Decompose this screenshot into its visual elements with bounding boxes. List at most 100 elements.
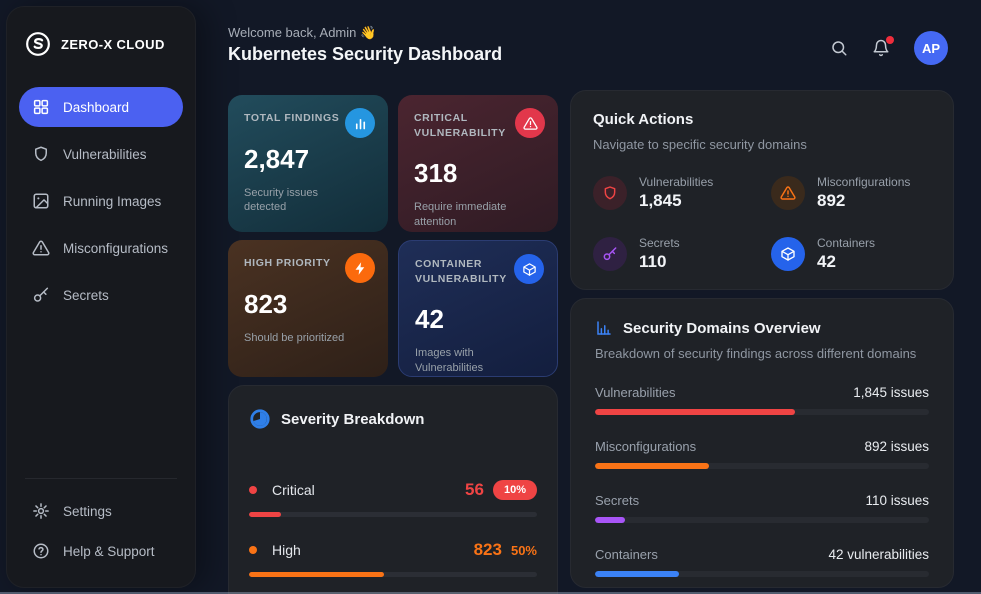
- domain-label: Secrets: [595, 493, 640, 508]
- brand-logo-icon: [25, 31, 51, 57]
- stat-card-high-priority: HIGH PRIORITY 823 Should be prioritized: [228, 240, 388, 377]
- domain-row-misconfigurations: Misconfigurations 892 issues: [595, 439, 929, 469]
- quick-action-label: Containers: [817, 236, 876, 250]
- stat-card-subtitle: Should be prioritized: [244, 331, 345, 344]
- domain-label: Vulnerabilities: [595, 385, 676, 400]
- severity-bar: [249, 512, 537, 517]
- sidebar-item-label: Running Images: [63, 193, 162, 209]
- stat-card-label: TOTAL FINDINGS: [244, 112, 340, 124]
- quick-actions-panel: Quick Actions Navigate to specific secur…: [570, 90, 954, 290]
- panel-title: Quick Actions: [593, 111, 694, 128]
- domain-bar: [595, 571, 929, 577]
- stat-card-label: HIGH PRIORITY: [244, 257, 331, 269]
- bell-icon[interactable]: [872, 36, 894, 57]
- severity-row-high: High 823 50%: [249, 540, 537, 577]
- sidebar-item-label: Secrets: [63, 287, 109, 303]
- domain-bar-fill: [595, 571, 679, 577]
- quick-action-misconfigurations[interactable]: Misconfigurations 892: [771, 175, 931, 211]
- stat-card-value: 318: [414, 158, 458, 189]
- gear-icon: [32, 502, 50, 520]
- sidebar-item-label: Settings: [63, 503, 112, 519]
- stat-card-value: 42: [415, 304, 444, 335]
- brand-logo: ZERO-X CLOUD: [7, 7, 195, 87]
- domain-row-containers: Containers 42 vulnerabilities: [595, 547, 929, 577]
- quick-actions-grid: Vulnerabilities 1,845 Misconfigurations …: [593, 175, 931, 272]
- severity-dot: [249, 546, 257, 554]
- quick-action-value: 42: [817, 252, 836, 271]
- severity-breakdown-panel: Severity Breakdown Critical 56 10% High: [228, 385, 558, 594]
- sidebar: ZERO-X CLOUD Dashboard Vulnerabil: [6, 6, 196, 588]
- container-icon: [514, 254, 544, 284]
- bar-chart-icon: [345, 108, 375, 138]
- key-icon: [593, 237, 627, 271]
- sidebar-item-label: Vulnerabilities: [63, 146, 147, 162]
- quick-action-secrets[interactable]: Secrets 110: [593, 236, 753, 272]
- quick-action-label: Misconfigurations: [817, 175, 911, 189]
- sidebar-item-settings[interactable]: Settings: [19, 491, 183, 531]
- domain-bar: [595, 409, 929, 415]
- domain-value: 42 vulnerabilities: [828, 547, 929, 562]
- panel-subtitle: Breakdown of security findings across di…: [595, 346, 917, 361]
- domain-row-vulnerabilities: Vulnerabilities 1,845 issues: [595, 385, 929, 415]
- stat-card-subtitle: Require immediate attention: [414, 201, 507, 228]
- sidebar-item-label: Help & Support: [63, 543, 155, 559]
- stat-card-subtitle: Images with Vulnerabilities: [415, 347, 484, 374]
- stat-card-critical-vulnerability: CRITICAL VULNERABILITY 318 Require immed…: [398, 95, 558, 232]
- stat-card-value: 2,847: [244, 143, 310, 174]
- screen-bottom-edge: [0, 592, 981, 594]
- panel-subtitle: Navigate to specific security domains: [593, 137, 807, 152]
- severity-percent-badge: 10%: [492, 480, 537, 500]
- quick-action-label: Vulnerabilities: [639, 175, 714, 189]
- stat-card-label: CONTAINER VULNERABILITY: [415, 258, 507, 285]
- domain-label: Containers: [595, 547, 658, 562]
- severity-label: Critical: [272, 482, 315, 498]
- shield-icon: [593, 176, 627, 210]
- shield-icon: [32, 145, 50, 163]
- severity-percent: 50%: [510, 542, 537, 558]
- sidebar-item-misconfigurations[interactable]: Misconfigurations: [19, 228, 183, 268]
- severity-rows: Critical 56 10% High 823 50%: [249, 480, 537, 594]
- pie-chart-icon: [249, 408, 271, 430]
- header-actions: AP: [830, 31, 948, 65]
- sidebar-item-vulnerabilities[interactable]: Vulnerabilities: [19, 134, 183, 174]
- wave-emoji: 👋: [360, 25, 377, 40]
- domain-value: 1,845 issues: [853, 385, 929, 400]
- severity-row-critical: Critical 56 10%: [249, 480, 537, 517]
- dashboard-grid-icon: [32, 98, 50, 116]
- stat-card-label: CRITICAL VULNERABILITY: [414, 112, 506, 139]
- stat-card-total-findings: TOTAL FINDINGS 2,847 Security issues det…: [228, 95, 388, 232]
- domain-label: Misconfigurations: [595, 439, 697, 454]
- quick-action-containers[interactable]: Containers 42: [771, 236, 931, 272]
- severity-value: 56: [465, 480, 484, 499]
- image-icon: [32, 192, 50, 210]
- sidebar-item-secrets[interactable]: Secrets: [19, 275, 183, 315]
- sidebar-item-running-images[interactable]: Running Images: [19, 181, 183, 221]
- quick-action-value: 892: [817, 191, 846, 210]
- search-icon[interactable]: [830, 39, 848, 57]
- stat-card-subtitle: Security issues detected: [244, 186, 318, 213]
- warning-triangle-icon: [771, 176, 805, 210]
- warning-triangle-icon: [32, 239, 50, 257]
- help-circle-icon: [32, 542, 50, 560]
- key-icon: [32, 286, 50, 304]
- quick-action-label: Secrets: [639, 236, 680, 250]
- bar-chart-icon: [595, 319, 613, 337]
- sidebar-item-help-support[interactable]: Help & Support: [19, 531, 183, 571]
- alert-triangle-icon: [515, 108, 545, 138]
- severity-bar-fill: [249, 572, 385, 577]
- page-title: Kubernetes Security Dashboard: [228, 44, 503, 64]
- domain-bar-fill: [595, 463, 709, 469]
- sidebar-item-label: Misconfigurations: [63, 240, 169, 256]
- domain-bar-fill: [595, 409, 796, 415]
- greeting-text: Welcome back, Admin 👋: [228, 25, 377, 40]
- sidebar-nav: Dashboard Vulnerabilities: [7, 87, 195, 315]
- sidebar-item-dashboard[interactable]: Dashboard: [19, 87, 183, 127]
- sidebar-footer: Settings Help & Support: [7, 478, 195, 587]
- avatar[interactable]: AP: [914, 31, 948, 65]
- brand-name: ZERO-X CLOUD: [61, 36, 165, 52]
- lightning-icon: [345, 253, 375, 283]
- quick-action-vulnerabilities[interactable]: Vulnerabilities 1,845: [593, 175, 753, 211]
- quick-action-value: 110: [639, 252, 667, 271]
- sidebar-divider: [25, 478, 177, 479]
